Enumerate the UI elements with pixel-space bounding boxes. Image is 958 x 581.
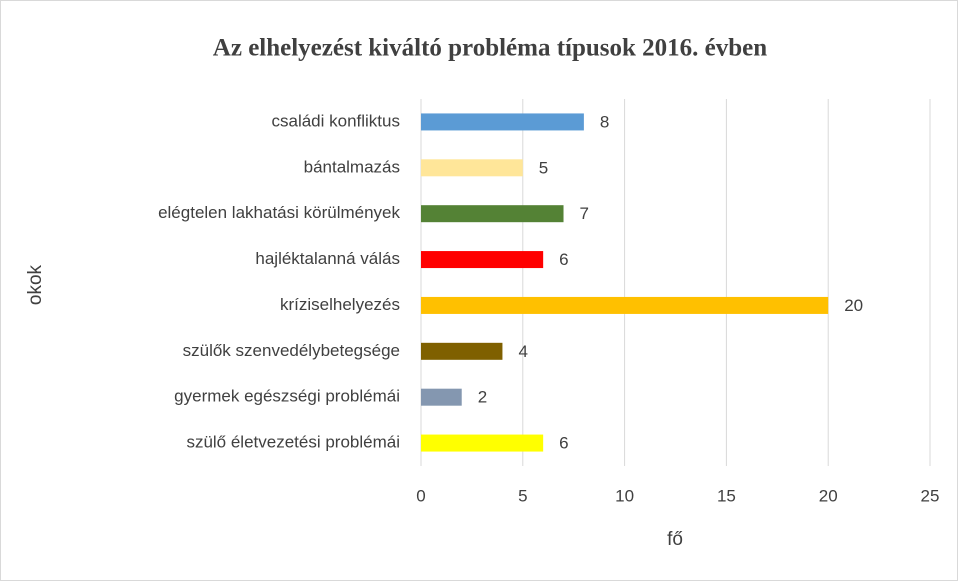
y-tick-label: szülők szenvedélybetegsége (183, 341, 400, 360)
data-label: 6 (559, 250, 568, 269)
y-tick-label: családi konfliktus (271, 111, 400, 130)
y-tick-label: hajléktalanná válás (255, 249, 400, 268)
x-tick-label: 10 (615, 486, 634, 505)
y-tick-label: kríziselhelyezés (280, 295, 400, 314)
y-axis-label: okok (25, 264, 46, 305)
x-axis-label: fő (667, 529, 683, 550)
data-label: 20 (844, 296, 863, 315)
x-tick-label: 0 (416, 486, 425, 505)
x-tick-label: 20 (819, 486, 838, 505)
bar (421, 113, 584, 131)
bar (421, 388, 462, 406)
data-label: 4 (518, 342, 527, 361)
data-label: 8 (600, 112, 609, 131)
bar (421, 342, 503, 360)
chart-title: Az elhelyezést kiváltó probléma típusok … (213, 35, 767, 62)
x-tick-label: 5 (518, 486, 527, 505)
y-tick-label: bántalmazás (304, 157, 400, 176)
data-label: 5 (539, 158, 548, 177)
data-label: 7 (580, 204, 589, 223)
y-tick-label: szülő életvezetési problémái (186, 433, 400, 452)
bar (421, 434, 544, 452)
data-label: 6 (559, 434, 568, 453)
bar (421, 205, 564, 223)
bar (421, 159, 523, 177)
y-tick-label: gyermek egészségi problémái (174, 387, 400, 406)
bar (421, 296, 829, 314)
data-label: 2 (478, 388, 487, 407)
bar (421, 251, 544, 269)
y-tick-label: elégtelen lakhatási körülmények (158, 203, 400, 222)
x-tick-label: 15 (717, 486, 736, 505)
x-tick-label: 25 (921, 486, 940, 505)
